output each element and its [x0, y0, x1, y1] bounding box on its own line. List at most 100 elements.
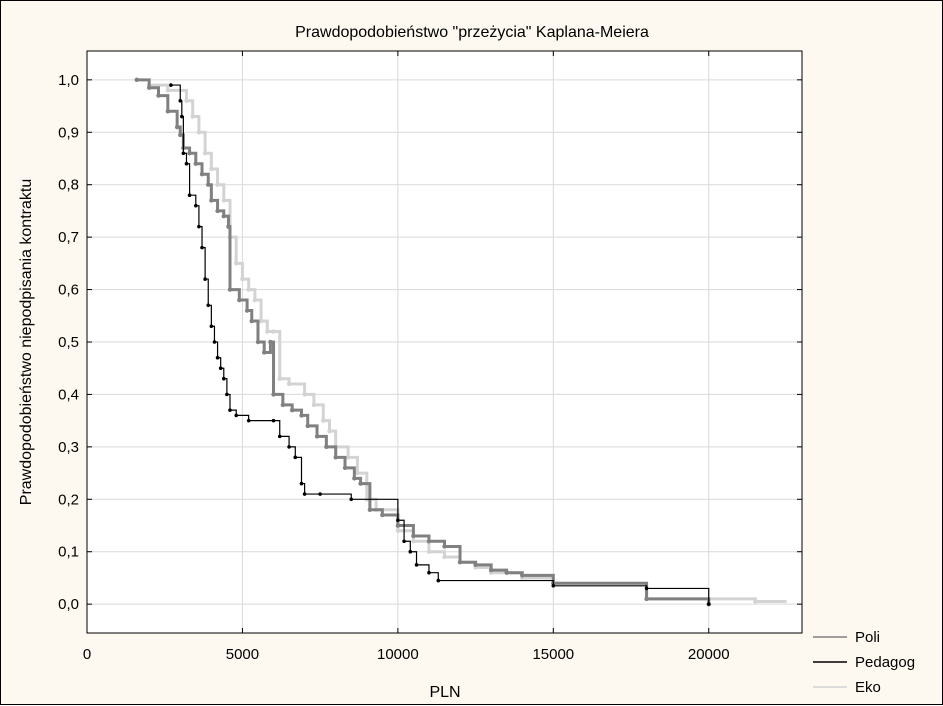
censor-marker	[255, 339, 261, 345]
censor-marker	[134, 77, 139, 83]
censor-marker	[203, 277, 207, 281]
y-tick-label: 0,1	[58, 544, 79, 561]
censor-marker	[199, 172, 205, 177]
censor-marker	[196, 130, 202, 135]
censor-marker	[395, 523, 401, 528]
censor-marker	[488, 567, 494, 573]
censor-marker	[411, 533, 416, 539]
censor-marker	[302, 392, 307, 397]
y-tick-labels: 0,0 0,1 0,2 0,3 0,4 0,5 0,6 0,7 0,8 0,9 1,0	[58, 72, 79, 613]
censor-marker	[289, 407, 295, 413]
censor-marker	[271, 329, 276, 334]
censor-marker	[280, 402, 286, 408]
censor-marker	[178, 99, 183, 103]
censor-marker	[352, 476, 357, 481]
censor-marker	[286, 381, 292, 387]
censor-marker	[234, 413, 239, 418]
censor-marker	[215, 355, 220, 360]
ticks	[86, 51, 802, 633]
censor-marker	[252, 297, 258, 303]
censor-marker	[287, 445, 291, 449]
censor-marker	[436, 578, 441, 583]
censor-marker	[299, 481, 304, 486]
censor-marker	[318, 492, 322, 496]
censor-marker	[165, 88, 171, 93]
censor-marker	[194, 203, 198, 208]
x-tick-label: 0	[83, 646, 91, 663]
censor-marker	[244, 308, 250, 313]
x-tick-label: 5000	[226, 646, 259, 663]
series-layer	[134, 77, 787, 607]
censor-marker	[221, 376, 226, 381]
y-tick-label: 0,4	[58, 386, 79, 403]
censor-marker	[380, 512, 385, 518]
censor-marker	[427, 570, 431, 575]
censor-marker	[395, 528, 401, 533]
censor-marker	[402, 539, 406, 544]
censor-marker	[358, 481, 363, 486]
x-tick-label: 10000	[377, 646, 419, 663]
censor-marker	[206, 303, 211, 308]
censor-marker	[169, 83, 173, 87]
censor-marker	[268, 339, 273, 345]
censor-marker	[293, 455, 298, 460]
y-tick-label: 0,7	[58, 229, 79, 246]
censor-marker	[200, 245, 204, 250]
censor-marker	[193, 161, 199, 166]
censor-marker	[426, 539, 432, 544]
censor-marker	[644, 596, 649, 602]
x-axis-title: PLN	[429, 684, 460, 701]
censor-marker	[367, 507, 373, 512]
series-poli	[134, 77, 711, 607]
censor-marker	[321, 418, 326, 423]
censor-marker	[240, 276, 245, 282]
y-tick-label: 0,8	[58, 177, 79, 194]
legend-item-poli: Poli	[813, 629, 880, 646]
censor-marker	[551, 584, 556, 588]
censor-marker	[246, 418, 251, 423]
censor-marker	[209, 324, 214, 329]
y-tick-label: 0,5	[58, 334, 79, 351]
censor-marker	[342, 465, 348, 471]
censor-marker	[156, 93, 161, 98]
censor-marker	[226, 224, 231, 229]
censor-marker	[206, 182, 211, 187]
y-tick-label: 1,0	[58, 72, 79, 89]
y-tick-label: 0,9	[58, 124, 79, 141]
censor-marker	[504, 570, 509, 575]
censor-marker	[355, 470, 360, 476]
censor-marker	[184, 98, 189, 104]
series-pedagog	[169, 83, 711, 606]
censor-marker	[426, 549, 432, 554]
censor-marker	[184, 161, 189, 166]
censor-marker	[215, 208, 220, 214]
censor-marker	[165, 109, 171, 114]
y-axis-title: Prawdopodobieństwo niepodpisania kontrak…	[18, 179, 35, 505]
censor-marker	[349, 497, 354, 502]
censor-marker	[271, 392, 276, 397]
chart-title: Prawdopodobieństwo "przeżycia" Kaplana-M…	[295, 24, 649, 41]
legend-item-pedagog: Pedagog	[813, 654, 915, 671]
censor-marker	[414, 563, 419, 567]
x-tick-label: 15000	[532, 646, 574, 663]
censor-marker	[221, 213, 226, 219]
censor-marker	[215, 182, 220, 187]
censor-marker	[345, 455, 351, 460]
censor-marker	[197, 224, 201, 229]
censor-marker	[221, 198, 226, 203]
censor-marker	[209, 166, 214, 172]
censor-marker	[174, 124, 180, 130]
censor-marker	[411, 539, 416, 544]
y-tick-label: 0,2	[58, 491, 79, 508]
x-tick-labels: 0 5000 10000 15000 20000	[83, 646, 730, 663]
series-line-pedagog	[170, 84, 710, 605]
censor-marker	[520, 573, 525, 578]
y-tick-label: 0,3	[58, 439, 79, 456]
censor-marker	[299, 413, 304, 418]
censor-marker	[311, 402, 317, 408]
censor-marker	[187, 193, 192, 197]
censor-marker	[228, 408, 232, 412]
censor-marker	[457, 560, 463, 565]
censor-marker	[302, 492, 307, 496]
